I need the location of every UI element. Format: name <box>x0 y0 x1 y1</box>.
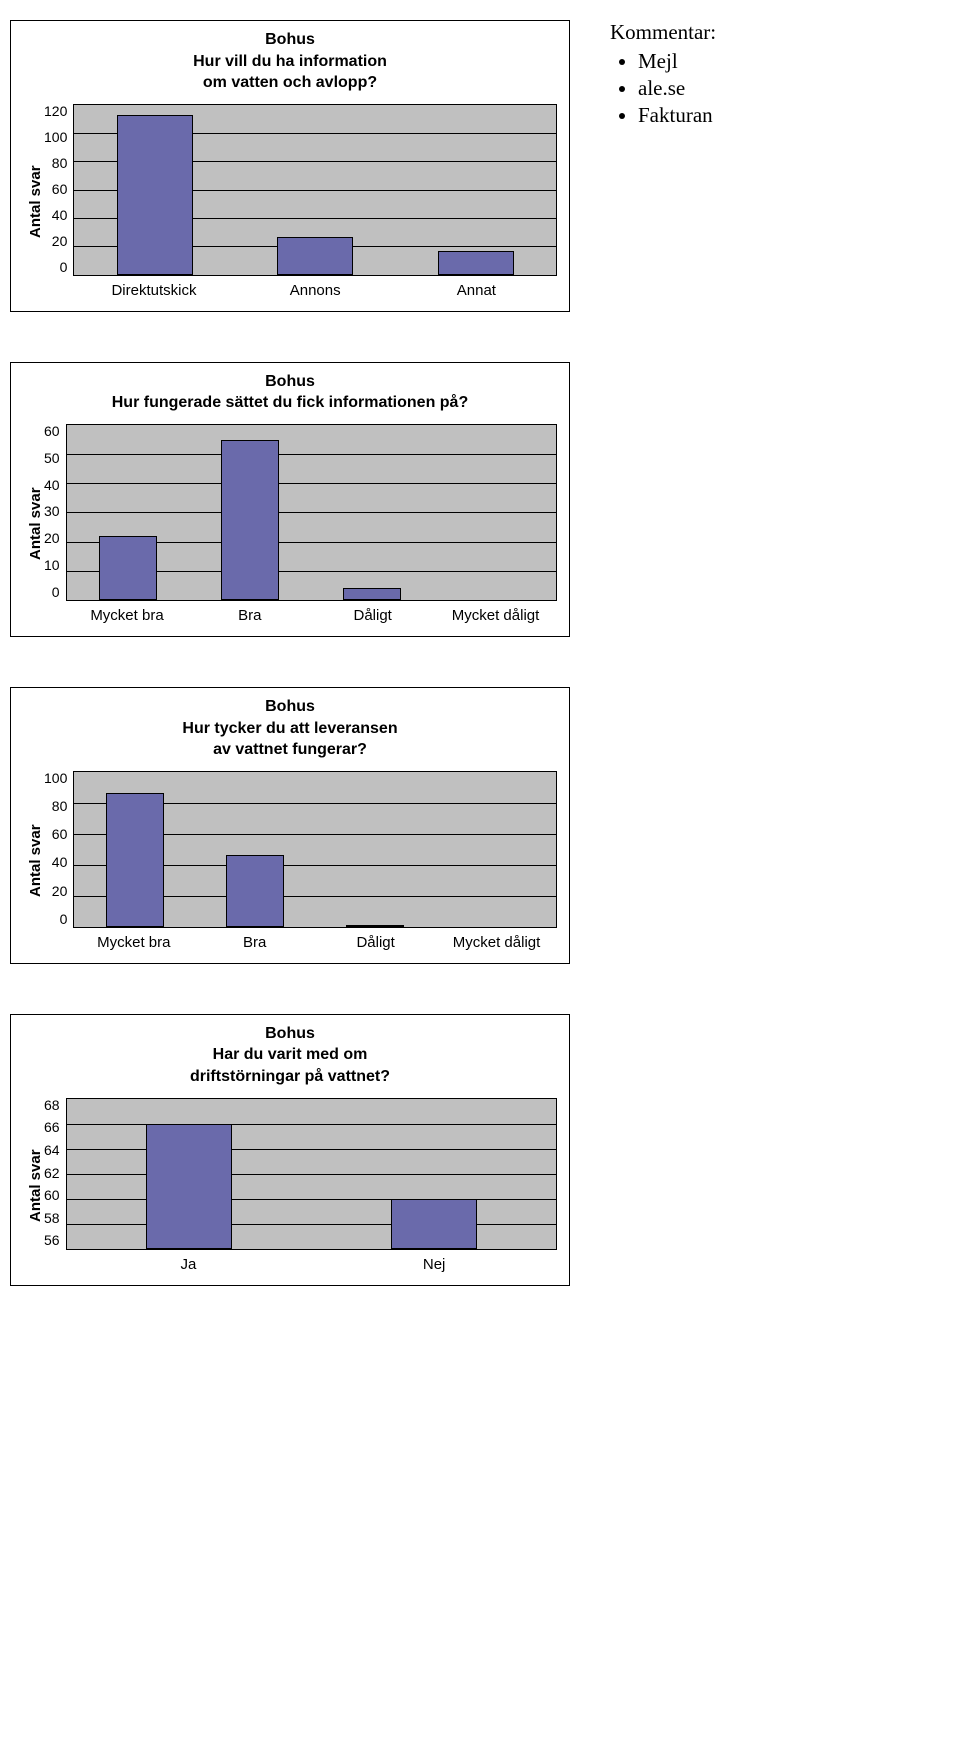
comment-title: Kommentar: <box>610 20 716 45</box>
x-labels: Mycket braBraDåligtMycket dåligt <box>73 934 557 951</box>
x-label: Annons <box>235 282 396 299</box>
chart-box: Bohus Hur vill du ha information om vatt… <box>10 20 570 312</box>
bar <box>99 536 157 600</box>
x-labels: Mycket braBraDåligtMycket dåligt <box>66 607 557 624</box>
chart-title: Bohus Hur vill du ha information om vatt… <box>23 29 557 94</box>
x-label: Bra <box>194 934 315 951</box>
y-axis-label: Antal svar <box>23 771 44 951</box>
bar <box>106 793 164 926</box>
x-label: Mycket dåligt <box>436 934 557 951</box>
chart-box: Bohus Har du varit med om driftstörninga… <box>10 1014 570 1286</box>
x-labels: JaNej <box>66 1256 557 1273</box>
y-axis-label: Antal svar <box>23 104 44 299</box>
x-label: Annat <box>396 282 557 299</box>
comment-item: Mejl <box>638 49 716 74</box>
plot-area <box>73 104 557 276</box>
x-label: Ja <box>66 1256 312 1273</box>
x-label: Mycket dåligt <box>434 607 557 624</box>
plot-area <box>66 1098 557 1250</box>
bar <box>343 588 401 600</box>
bar <box>221 440 279 600</box>
y-ticks: 100806040200 <box>44 771 73 926</box>
chart-title: Bohus Har du varit med om driftstörninga… <box>23 1023 557 1088</box>
bar <box>438 251 514 275</box>
x-label: Bra <box>188 607 311 624</box>
comment-list: Mejlale.seFakturan <box>638 49 716 128</box>
x-label: Direktutskick <box>73 282 234 299</box>
x-labels: DirektutskickAnnonsAnnat <box>73 282 557 299</box>
plot-area <box>66 424 557 601</box>
comment-item: ale.se <box>638 76 716 101</box>
y-axis-label: Antal svar <box>23 1098 44 1273</box>
x-label: Dåligt <box>315 934 436 951</box>
y-ticks: 68666462605856 <box>44 1098 66 1248</box>
x-label: Mycket bra <box>66 607 189 624</box>
bar <box>391 1199 477 1249</box>
x-label: Mycket bra <box>73 934 194 951</box>
chart-box: Bohus Hur fungerade sättet du fick infor… <box>10 362 570 637</box>
x-label: Dåligt <box>311 607 434 624</box>
plot-area <box>73 771 557 928</box>
bar <box>346 925 404 927</box>
y-ticks: 6050403020100 <box>44 424 66 599</box>
bar <box>146 1124 232 1249</box>
chart-box: Bohus Hur tycker du att leveransen av va… <box>10 687 570 964</box>
y-axis-label: Antal svar <box>23 424 44 624</box>
comment-block: Kommentar: Mejlale.seFakturan <box>610 20 716 130</box>
comment-item: Fakturan <box>638 103 716 128</box>
bar <box>117 115 193 275</box>
x-label: Nej <box>311 1256 557 1273</box>
bar <box>277 237 353 275</box>
chart-title: Bohus Hur fungerade sättet du fick infor… <box>23 371 557 414</box>
bar <box>226 855 284 926</box>
chart-title: Bohus Hur tycker du att leveransen av va… <box>23 696 557 761</box>
y-ticks: 120100806040200 <box>44 104 73 274</box>
